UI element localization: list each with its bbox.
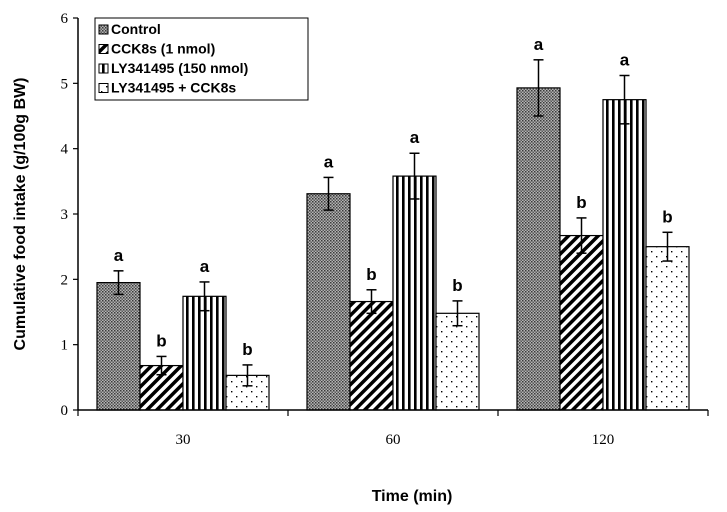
x-tick-label: 60 (386, 432, 401, 448)
legend-entry: LY341495 + CCK8s (111, 80, 236, 96)
legend: Control CCK8s (1 nmol) LY341495 (150 nmol)… (94, 17, 309, 101)
x-tick-label: 30 (176, 432, 191, 448)
significance-label: a (200, 257, 210, 276)
y-tick-label: 0 (61, 403, 69, 419)
legend-entry: Control (111, 21, 161, 37)
y-tick-label: 1 (61, 338, 69, 354)
bar (602, 99, 647, 411)
legend-box (94, 17, 309, 101)
legend-swatch (98, 24, 109, 35)
bar (96, 282, 141, 411)
y-tick-label: 6 (61, 11, 69, 27)
significance-label: a (410, 128, 420, 147)
bar (516, 87, 561, 411)
bar (392, 175, 437, 411)
significance-label: b (156, 331, 166, 350)
legend-swatch (98, 44, 109, 54)
y-tick-label: 3 (61, 207, 69, 223)
legend-entry: CCK8s (1 nmol) (111, 41, 215, 57)
y-axis-label: Cumulative food intake (g/100g BW) (12, 78, 29, 351)
legend-swatch (98, 63, 109, 74)
y-axis-ticks: 0 1 2 3 4 5 6 (61, 11, 78, 419)
significance-label: a (114, 246, 124, 265)
axes-layer (77, 18, 708, 411)
y-tick-label: 2 (61, 272, 69, 288)
significance-label: b (242, 340, 252, 359)
legend-swatch (98, 83, 109, 93)
bar (349, 300, 394, 411)
bar (435, 312, 480, 411)
bar (559, 234, 604, 411)
significance-label: b (576, 193, 586, 212)
significance-label: a (620, 50, 630, 69)
y-tick-label: 4 (61, 142, 69, 158)
significance-label: b (366, 265, 376, 284)
x-tick-label: 120 (592, 432, 615, 448)
x-axis-label: Time (min) (372, 488, 453, 505)
bar (306, 193, 351, 411)
legend-entry: LY341495 (150 nmol) (111, 60, 248, 76)
y-tick-label: 5 (61, 76, 69, 92)
significance-label: a (534, 35, 544, 54)
bar (645, 246, 690, 411)
significance-label: b (662, 207, 672, 226)
significance-label: a (324, 152, 334, 171)
bar (182, 295, 227, 411)
x-axis-ticks: 30 60 120 (77, 410, 709, 448)
significance-label: b (452, 276, 462, 295)
